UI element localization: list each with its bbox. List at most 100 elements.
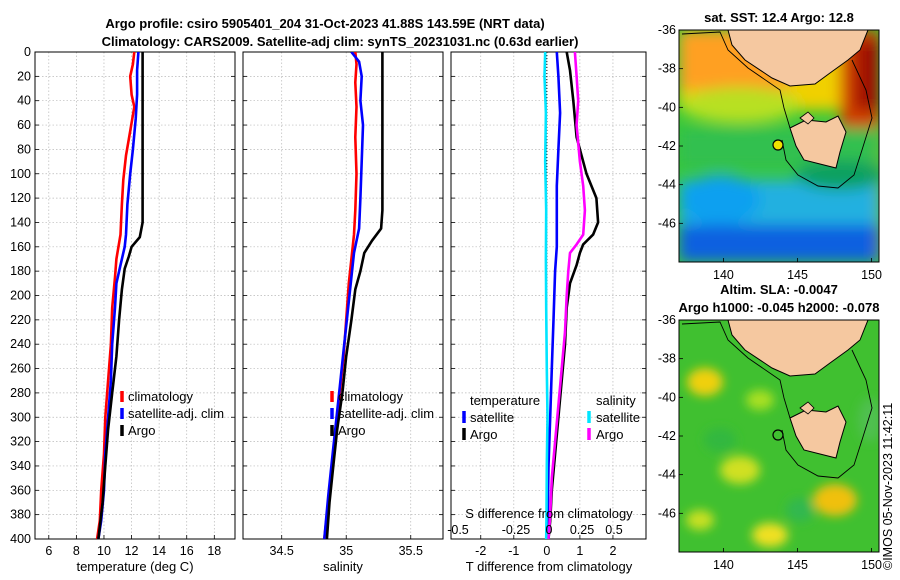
legend-label: satellite bbox=[470, 410, 514, 425]
sla-map-title-line2: Argo h1000: -0.045 h2000: -0.078 bbox=[679, 300, 880, 315]
salinity-xlabel: salinity bbox=[323, 559, 363, 574]
x-tick-label: 2 bbox=[609, 544, 616, 558]
map-y-tick-label: -36 bbox=[658, 313, 676, 327]
y-tick-label: 320 bbox=[10, 435, 31, 449]
map-y-tick-label: -44 bbox=[658, 178, 676, 192]
x-tick-label: 34.5 bbox=[270, 544, 294, 558]
sst-map bbox=[678, 29, 880, 263]
series-group bbox=[323, 52, 384, 539]
legend-label: Argo bbox=[338, 423, 365, 438]
x-tick-label: 14 bbox=[152, 544, 166, 558]
map-x-tick-label: 140 bbox=[713, 268, 734, 282]
y-tick-label: 20 bbox=[17, 69, 31, 83]
series-group bbox=[543, 52, 600, 539]
y-tick-label: 280 bbox=[10, 386, 31, 400]
x-tick-label: 10 bbox=[97, 544, 111, 558]
y-tick-label: 260 bbox=[10, 362, 31, 376]
axes-frame bbox=[242, 51, 444, 540]
y-tick-label: 100 bbox=[10, 167, 31, 181]
legend-label: satellite bbox=[596, 410, 640, 425]
y-tick-label: 340 bbox=[10, 459, 31, 473]
legend-label: Argo bbox=[128, 423, 155, 438]
map-y-tick-label: -38 bbox=[658, 62, 676, 76]
argo-location-marker-sla bbox=[772, 429, 784, 441]
x-tick-label: 12 bbox=[125, 544, 139, 558]
legend-salinity-header: salinity bbox=[596, 393, 636, 408]
series-line-temperature-satellite bbox=[546, 52, 562, 539]
s-tick-label: 0 bbox=[546, 523, 553, 537]
x-tick-label: 16 bbox=[180, 544, 194, 558]
legend-label: Argo bbox=[596, 427, 623, 442]
difference-panel: -2 -1 0 1 2 temperature satellite Argo salinity s… bbox=[447, 51, 647, 558]
series-line-salinity-satellite bbox=[543, 52, 549, 539]
sst-map-title: sat. SST: 12.4 Argo: 12.8 bbox=[704, 10, 854, 25]
map-x-tick-label: 140 bbox=[713, 558, 734, 572]
y-tick-label: 120 bbox=[10, 191, 31, 205]
map-x-tick-label: 145 bbox=[787, 558, 808, 572]
map-y-tick-label: -46 bbox=[658, 506, 676, 520]
y-tick-label: 60 bbox=[17, 118, 31, 132]
y-tick-label: 400 bbox=[10, 532, 31, 546]
figure-title-line1: Argo profile: csiro 5905401_204 31-Oct-2… bbox=[105, 16, 544, 31]
difference-xlabel: T difference from climatology bbox=[466, 559, 633, 574]
y-tick-label: 0 bbox=[24, 45, 31, 59]
y-tick-label: 160 bbox=[10, 240, 31, 254]
map-y-tick-label: -46 bbox=[658, 216, 676, 230]
legend-label: climatology bbox=[128, 389, 194, 404]
y-tick-label: 80 bbox=[17, 142, 31, 156]
series-line-temperature-argo bbox=[547, 52, 600, 539]
map-x-tick-label: 150 bbox=[861, 268, 882, 282]
series-line-salinity-argo bbox=[547, 52, 587, 539]
x-tick-label: 0 bbox=[543, 544, 550, 558]
y-tick-label: 360 bbox=[10, 483, 31, 497]
legend-label: satellite-adj. clim bbox=[338, 406, 434, 421]
map-y-tick-label: -40 bbox=[658, 100, 676, 114]
timestamp: ©IMOS 05-Nov-2023 11:42:11 bbox=[881, 403, 895, 570]
x-tick-label: 35 bbox=[339, 544, 353, 558]
y-tick-label: 380 bbox=[10, 508, 31, 522]
s-tick-label: -0.5 bbox=[447, 523, 469, 537]
x-tick-label: 1 bbox=[576, 544, 583, 558]
y-tick-label: 140 bbox=[10, 215, 31, 229]
x-tick-label: -2 bbox=[475, 544, 486, 558]
sla-map-axes: 140 145 150 -36 -38 -40 -42 -44 -46 bbox=[658, 313, 882, 572]
s-tick-label: 0.25 bbox=[570, 523, 594, 537]
series-group bbox=[95, 52, 144, 539]
map-y-tick-label: -42 bbox=[658, 429, 676, 443]
map-y-tick-label: -36 bbox=[658, 23, 676, 37]
series-line-argo bbox=[325, 52, 384, 539]
series-line-argo bbox=[97, 52, 144, 539]
temperature-panel: 0 20 40 60 80 100 120 140 160 180 200 220 240 260 280 3… bbox=[10, 45, 236, 558]
legend-label: climatology bbox=[338, 389, 404, 404]
x-tick-label: 35.5 bbox=[399, 544, 423, 558]
x-tick-label: 18 bbox=[207, 544, 221, 558]
sst-map-axes: 140 145 150 -36 -38 -40 -42 -44 -46 bbox=[658, 23, 882, 282]
map-y-tick-label: -40 bbox=[658, 390, 676, 404]
legend-temperature-header: temperature bbox=[470, 393, 540, 408]
x-tick-label: -1 bbox=[508, 544, 519, 558]
temperature-xlabel: temperature (deg C) bbox=[76, 559, 193, 574]
s-tick-label: -0.25 bbox=[502, 523, 531, 537]
series-line-climatology bbox=[95, 52, 136, 539]
legend-label: satellite-adj. clim bbox=[128, 406, 224, 421]
salinity-panel: 34.5 35 35.5 climatology satellite-adj. clim… bbox=[242, 51, 444, 558]
y-tick-label: 180 bbox=[10, 264, 31, 278]
map-y-tick-label: -44 bbox=[658, 468, 676, 482]
figure-title-line2: Climatology: CARS2009. Satellite-adj cli… bbox=[102, 34, 579, 49]
argo-location-marker-sst bbox=[772, 139, 784, 151]
y-tick-label: 220 bbox=[10, 313, 31, 327]
x-tick-label: 6 bbox=[45, 544, 52, 558]
x-tick-label: 8 bbox=[73, 544, 80, 558]
map-y-tick-label: -42 bbox=[658, 139, 676, 153]
y-tick-label: 300 bbox=[10, 410, 31, 424]
y-tick-label: 240 bbox=[10, 337, 31, 351]
s-difference-label: S difference from climatology bbox=[465, 506, 633, 521]
legend-label: Argo bbox=[470, 427, 497, 442]
s-tick-label: 0.5 bbox=[605, 523, 622, 537]
map-x-tick-label: 145 bbox=[787, 268, 808, 282]
series-line-satellite-adj-clim bbox=[323, 52, 365, 539]
map-y-tick-label: -38 bbox=[658, 352, 676, 366]
sla-map-title-line1: Altim. SLA: -0.0047 bbox=[720, 282, 838, 297]
sla-map bbox=[678, 319, 880, 553]
